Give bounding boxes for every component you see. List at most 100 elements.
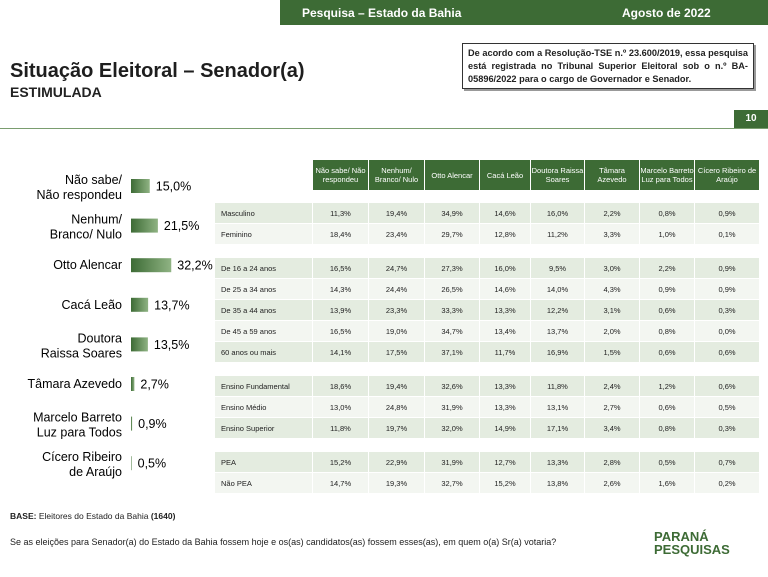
header-cell: Otto Alencar [424, 160, 480, 190]
table-cell: 34,9% [424, 202, 480, 224]
table-row: De 16 a 24 anos 16,5% 24,7% 27,3% 16,0% 9,5% 3… [215, 257, 760, 279]
table-cell: 2,4% [584, 375, 640, 397]
table-cell: 0,9% [639, 278, 695, 300]
table-cell: 24,4% [368, 278, 425, 300]
table-cell: 0,9% [694, 202, 760, 224]
header-cell: Tâmara Azevedo [584, 160, 640, 190]
category-label: Nenhum/Branco/ Nulo [50, 213, 123, 242]
table-row: PEA 15,2% 22,9% 31,9% 12,7% 13,3% 2,8% 0,5% 0,7% [215, 451, 760, 473]
crosstab-table: Não sabe/ Não respondeu Nenhum/ Branco/ N… [215, 160, 760, 494]
table-cell: 16,0% [479, 257, 531, 279]
category-label: Marcelo Barreto Luz para Todos [33, 411, 122, 440]
spacer [215, 362, 760, 376]
table-cell: 3,1% [584, 299, 640, 321]
table-cell: 3,0% [584, 257, 640, 279]
bar [131, 377, 135, 391]
spacer-row [215, 244, 760, 258]
header-cell: Não sabe/ Não respondeu [312, 160, 369, 190]
table-cell: 24,8% [368, 396, 425, 418]
bar [131, 297, 149, 312]
table-cell: 11,3% [312, 202, 369, 224]
table-cell: 3,3% [584, 223, 640, 245]
page-number: 10 [734, 110, 768, 128]
table-cell: 31,9% [424, 451, 480, 473]
value-label: 13,7% [154, 298, 189, 312]
table-cell: 16,5% [312, 257, 369, 279]
table-row: Ensino Fundamental 18,6% 19,4% 32,6% 13,3% 11… [215, 375, 760, 397]
table-cell: 19,4% [368, 202, 425, 224]
table-cell: 0,6% [694, 375, 760, 397]
logo-line: PARANÁ [654, 529, 709, 544]
subtitle: ESTIMULADA [10, 84, 102, 100]
row-label: Não PEA [215, 472, 313, 494]
top-bar: Pesquisa – Estado da Bahia Agosto de 202… [280, 0, 768, 25]
table-cell: 0,5% [694, 396, 760, 418]
spacer-row [215, 362, 760, 376]
table-cell: 13,3% [479, 299, 531, 321]
table-cell: 0,2% [694, 472, 760, 494]
row-label: 60 anos ou mais [215, 341, 313, 363]
category-label: Tâmara Azevedo [28, 377, 123, 391]
row-label: Ensino Fundamental [215, 375, 313, 397]
table-cell: 14,0% [530, 278, 585, 300]
table-cell: 13,3% [479, 396, 531, 418]
table-cell: 2,0% [584, 320, 640, 342]
table-cell: 0,7% [694, 451, 760, 473]
table-cell: 14,9% [479, 417, 531, 439]
table-cell: 14,7% [312, 472, 369, 494]
table-cell: 19,3% [368, 472, 425, 494]
table-row: Ensino Superior 11,8% 19,7% 32,0% 14,9% 17,1%… [215, 417, 760, 439]
table-row: De 25 a 34 anos 14,3% 24,4% 26,5% 14,6% 14,0%… [215, 278, 760, 300]
row-label: PEA [215, 451, 313, 473]
header-cell: Nenhum/ Branco/ Nulo [368, 160, 425, 190]
table-cell: 29,7% [424, 223, 480, 245]
table-row: Feminino 18,4% 23,4% 29,7% 12,8% 11,2% 3,3% 1,0… [215, 223, 760, 245]
question: Se as eleições para Senador(a) do Estado… [10, 537, 557, 547]
table-cell: 1,2% [639, 375, 695, 397]
spacer [215, 244, 760, 258]
value-label: 15,0% [156, 180, 191, 194]
spacer-row [215, 190, 760, 203]
table-cell: 4,3% [584, 278, 640, 300]
value-label: 13,5% [154, 338, 189, 352]
table-cell: 17,1% [530, 417, 585, 439]
table-cell: 32,7% [424, 472, 480, 494]
table-cell: 0,3% [694, 417, 760, 439]
row-label: De 25 a 34 anos [215, 278, 313, 300]
table-cell: 15,2% [312, 451, 369, 473]
table-cell: 0,5% [639, 451, 695, 473]
table-row: Não PEA 14,7% 19,3% 32,7% 15,2% 13,8% 2,6% 1,6%… [215, 472, 760, 494]
table-cell: 2,7% [584, 396, 640, 418]
table-cell: 0,8% [639, 417, 695, 439]
bar-chart: Não sabe/Não respondeu 15,0% Nenhum/Branco… [28, 173, 213, 479]
table-cell: 14,1% [312, 341, 369, 363]
table-cell: 13,9% [312, 299, 369, 321]
table-cell: 16,5% [312, 320, 369, 342]
spacer-row [215, 438, 760, 452]
table-cell: 23,3% [368, 299, 425, 321]
table-cell: 0,8% [639, 202, 695, 224]
table-cell: 19,7% [368, 417, 425, 439]
category-label: Cacá Leão [62, 298, 123, 312]
row-label: De 45 a 59 anos [215, 320, 313, 342]
title: Situação Eleitoral – Senador(a) [10, 60, 305, 82]
table-cell: 1,5% [584, 341, 640, 363]
table-cell: 19,0% [368, 320, 425, 342]
table-cell: 24,7% [368, 257, 425, 279]
category-label: Otto Alencar [53, 258, 122, 272]
logo-line: PESQUISAS [654, 542, 730, 557]
survey-name: Pesquisa – Estado da Bahia [302, 6, 462, 20]
category-label: Cícero Ribeiro de Araújo [42, 450, 122, 479]
table-cell: 18,6% [312, 375, 369, 397]
table-cell: 0,6% [639, 396, 695, 418]
table-cell: 32,0% [424, 417, 480, 439]
table-cell: 0,6% [639, 341, 695, 363]
row-label: De 16 a 24 anos [215, 257, 313, 279]
table-cell: 37,1% [424, 341, 480, 363]
header-cell: Cacá Leão [479, 160, 531, 190]
table-row: De 45 a 59 anos 16,5% 19,0% 34,7% 13,4% 13,7%… [215, 320, 760, 342]
table-cell: 13,4% [479, 320, 531, 342]
table-cell: 2,6% [584, 472, 640, 494]
base-note: BASE: Eleitores do Estado da Bahia (1640… [10, 511, 175, 521]
